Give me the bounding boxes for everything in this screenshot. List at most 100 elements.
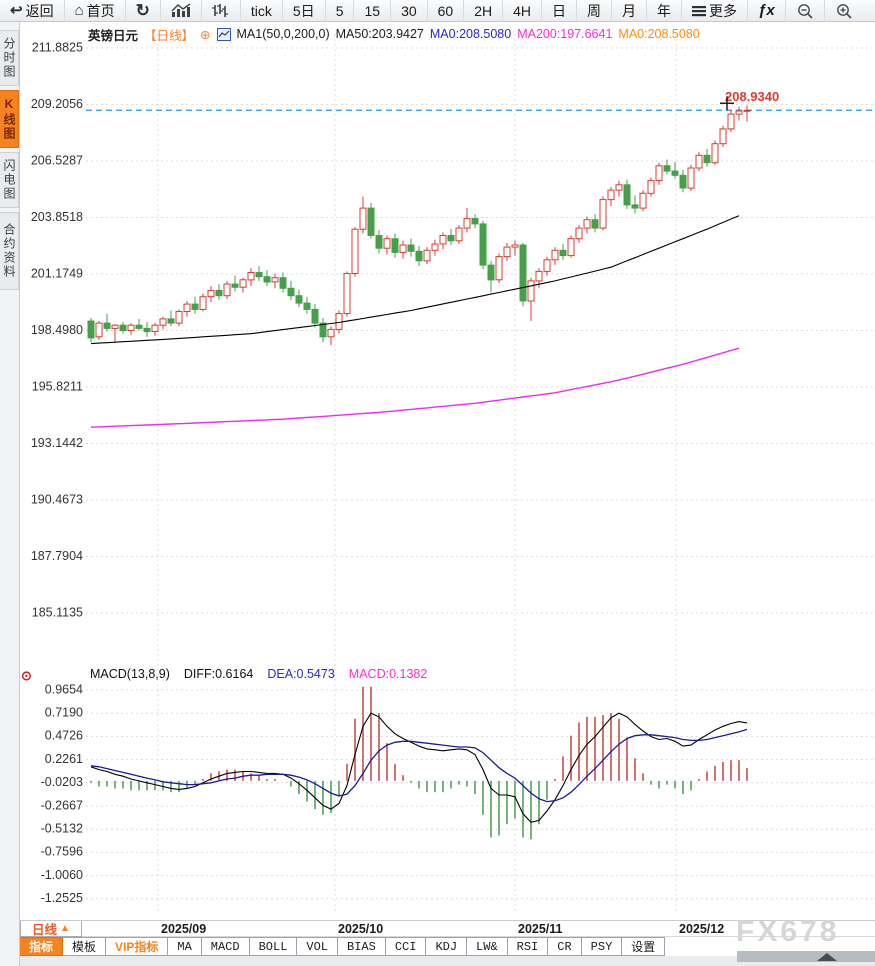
- chart-region[interactable]: 211.8825 209.2056 206.5287 203.8518 201.1749…: [20, 22, 875, 966]
- toolbar-kline-bars-icon[interactable]: [200, 0, 240, 22]
- tab-PSY[interactable]: PSY: [581, 937, 623, 956]
- svg-text:193.1442: 193.1442: [31, 436, 83, 450]
- tab-模板[interactable]: 模板: [63, 937, 107, 956]
- toolbar-label: 首页: [86, 2, 115, 19]
- tab-CCI[interactable]: CCI: [385, 937, 427, 956]
- macd-hist-value: MACD:0.1382: [348, 667, 428, 681]
- month-label-2025-11: 2025/11: [518, 922, 563, 936]
- sidebar-item-3[interactable]: 合约资料: [0, 212, 19, 290]
- toolbar-back-button[interactable]: ↩ 返回: [10, 2, 54, 19]
- tab-VOL[interactable]: VOL: [297, 937, 339, 956]
- ma0-blue-value: MA0:208.5080: [429, 27, 512, 41]
- scrollbar-arrow-icon[interactable]: [817, 953, 837, 961]
- svg-text:-0.2667: -0.2667: [41, 798, 83, 812]
- svg-text:-0.7596: -0.7596: [41, 845, 83, 859]
- tab-MACD[interactable]: MACD: [201, 937, 250, 956]
- toolbar-label: 60: [437, 2, 454, 19]
- toolbar-label: 年: [657, 2, 672, 19]
- month-label-2025-12: 2025/12: [679, 922, 725, 936]
- toolbar-fx-button[interactable]: ƒx: [747, 0, 785, 22]
- indicator-target-icon[interactable]: ⊙: [21, 668, 32, 683]
- toolbar-label: 5日: [292, 2, 315, 19]
- svg-text:209.2056: 209.2056: [31, 97, 83, 111]
- symbol-name: 英镑日元: [88, 28, 139, 43]
- toolbar-more-button[interactable]: 更多: [681, 0, 747, 22]
- toolbar-label: 更多: [709, 2, 738, 19]
- toolbar-label: 月: [622, 2, 637, 19]
- month-label-2025-10: 2025/10: [338, 922, 384, 936]
- toolbar-year-button[interactable]: 年: [646, 0, 681, 22]
- svg-text:0.9654: 0.9654: [45, 682, 83, 696]
- toolbar-label: 返回: [25, 2, 54, 19]
- toolbar-h4-button[interactable]: 4H: [502, 0, 541, 22]
- tab-MA[interactable]: MA: [168, 937, 202, 956]
- toolbar-m15-button[interactable]: 15: [353, 0, 390, 22]
- mini-chart-icon: [216, 27, 231, 41]
- tab-BIAS[interactable]: BIAS: [338, 937, 386, 956]
- tab-KDJ[interactable]: KDJ: [426, 937, 468, 956]
- ma-settings: MA1(50,0,200,0): [236, 27, 330, 41]
- toolbar-label: 2H: [474, 2, 493, 19]
- date-axis-row: 日线 ▲ 2025/09 2025/10 2025/11 2025/12: [20, 920, 875, 937]
- tab-CR[interactable]: CR: [548, 937, 582, 956]
- toolbar-label: 周: [587, 2, 602, 19]
- ma50-value: MA50:203.9427: [335, 27, 424, 41]
- toolbar-5d-button[interactable]: 5日: [281, 0, 325, 22]
- toolbar-label: 4H: [513, 2, 532, 19]
- sidebar-item-1[interactable]: K线图: [0, 90, 19, 148]
- svg-text:0.7190: 0.7190: [45, 705, 83, 719]
- sidebar-item-2[interactable]: 闪电图: [0, 152, 19, 208]
- tab-BOLL[interactable]: BOLL: [249, 937, 298, 956]
- toolbar-week-button[interactable]: 周: [576, 0, 611, 22]
- svg-text:-1.2525: -1.2525: [41, 891, 83, 905]
- sidebar-item-0[interactable]: 分时图: [0, 30, 19, 86]
- add-indicator-icon[interactable]: ⊕: [200, 27, 211, 42]
- tab-RSI[interactable]: RSI: [507, 937, 549, 956]
- svg-text:0.4726: 0.4726: [45, 729, 83, 743]
- toolbar-label: ƒx: [758, 2, 775, 19]
- toolbar-label: tick: [250, 2, 272, 19]
- tab-设置[interactable]: 设置: [622, 937, 666, 956]
- toolbar-m30-button[interactable]: 30: [390, 0, 427, 22]
- svg-text:198.4980: 198.4980: [31, 323, 83, 337]
- toolbar-month-button[interactable]: 月: [611, 0, 646, 22]
- toolbar-zoom-in-icon[interactable]: [823, 0, 863, 22]
- macd-header: MACD(13,8,9) DIFF:0.6164 DEA:0.5473 MACD…: [90, 667, 427, 681]
- month-label-2025-09: 2025/09: [161, 922, 207, 936]
- svg-text:-1.0060: -1.0060: [41, 868, 83, 882]
- svg-text:190.4673: 190.4673: [31, 492, 83, 506]
- toolbar-day-button[interactable]: 日: [541, 0, 576, 22]
- candlestick-macd-chart[interactable]: 211.8825 209.2056 206.5287 203.8518 201.1749…: [20, 22, 875, 920]
- svg-text:185.1135: 185.1135: [32, 605, 83, 619]
- svg-text:195.8211: 195.8211: [32, 379, 83, 393]
- horizontal-scrollbar[interactable]: [737, 951, 875, 962]
- svg-text:211.8825: 211.8825: [32, 40, 83, 54]
- svg-text:208.9340: 208.9340: [725, 89, 779, 104]
- svg-text:206.5287: 206.5287: [31, 153, 83, 167]
- tab-LW&[interactable]: LW&: [467, 937, 508, 956]
- toolbar-trend-chart-icon[interactable]: [159, 0, 201, 22]
- svg-text:0.2261: 0.2261: [45, 752, 83, 766]
- tab-VIP指标[interactable]: VIP指标: [106, 937, 169, 956]
- chart-header: 英镑日元 【日线】 ⊕ MA1(50,0,200,0) MA50:203.9427 …: [88, 25, 700, 43]
- toolbar-m5-button[interactable]: 5: [324, 0, 354, 22]
- macd-title: MACD(13,8,9): [90, 667, 170, 681]
- svg-text:-0.0203: -0.0203: [41, 775, 83, 789]
- toolbar-zoom-out-icon[interactable]: [784, 0, 824, 22]
- bottom-strip: [20, 956, 875, 966]
- toolbar-m60-button[interactable]: 60: [426, 0, 464, 22]
- svg-text:203.8518: 203.8518: [31, 210, 83, 224]
- toolbar-home-button[interactable]: ⌂ 首页: [63, 0, 125, 22]
- toolbar-h2-button[interactable]: 2H: [463, 0, 502, 22]
- toolbar-tick-button[interactable]: tick: [239, 0, 282, 22]
- ma200-value: MA200:197.6641: [517, 27, 613, 41]
- macd-dea-value: DEA:0.5473: [267, 667, 335, 681]
- toolbar-refresh-icon[interactable]: ↻: [124, 0, 160, 22]
- toolbar-label: 5: [335, 2, 344, 19]
- period-tag: 【日线】: [144, 28, 195, 43]
- period-dropdown-button[interactable]: 日线 ▲: [20, 921, 82, 937]
- chevron-up-icon: ▲: [60, 923, 70, 934]
- fx678-watermark: FX678: [736, 915, 840, 948]
- ma0-orange-value: MA0:208.5080: [618, 27, 700, 41]
- tab-指标[interactable]: 指标: [20, 937, 64, 956]
